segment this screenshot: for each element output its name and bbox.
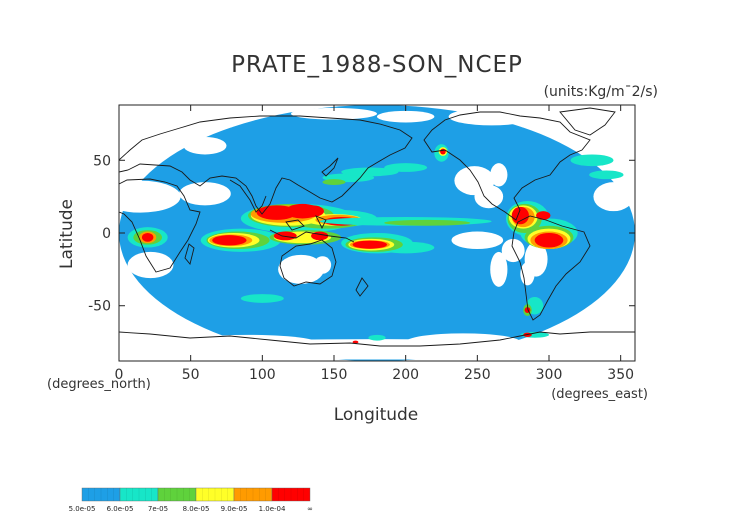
units-label: (units:Kg/m¯2/s): [544, 84, 658, 100]
y-tick-label: 0: [102, 226, 111, 242]
y-tick-label: -50: [88, 299, 111, 315]
precipitation-field: [119, 105, 635, 361]
coastline-japan: [321, 157, 339, 177]
coastline-indonesia: [269, 215, 355, 243]
colorbar: 5.0e-05 6.0e-05 7e-05 8.0e-05 9.0e-05 1.0e-04…: [69, 487, 313, 513]
field-dry-arctic: [183, 137, 227, 155]
field-north-pacific-storm-track: [384, 163, 428, 172]
coastlines: [119, 107, 635, 347]
field-dry-north-america: [474, 185, 504, 209]
x-tick-label: 250: [464, 367, 491, 383]
coastline-greenland: [559, 107, 616, 136]
x-tick-label: 50: [182, 367, 200, 383]
colorbar-level-label: 5.0e-05: [69, 505, 96, 513]
field-africa-convection: [141, 233, 154, 242]
field-dry-north-america: [490, 163, 508, 187]
field-indian-ocean-band: [212, 235, 247, 246]
coastline-madagascar: [184, 243, 195, 265]
field-dry-arctic: [377, 110, 435, 123]
field-itcz-pacific: [384, 219, 471, 226]
colorbar-level-label: 7e-05: [148, 505, 168, 513]
chart-title: PRATE_1988-SON_NCEP: [231, 52, 523, 78]
colorbar-level-label: ∞: [307, 505, 313, 513]
field-dry-sahara: [179, 182, 231, 206]
field-west-pacific-warm-pool: [301, 205, 324, 218]
x-tick-label: 300: [536, 367, 563, 383]
field-dry-south-africa: [127, 251, 174, 279]
field-dry-sahara: [119, 180, 181, 213]
field-north-atlantic-storm-track: [589, 170, 624, 180]
field-north-pacific-storm-track: [341, 167, 399, 177]
colorbar-level-label: 8.0e-05: [183, 505, 210, 513]
field-dry-australia: [313, 256, 332, 274]
y-unit-label: (degrees_north): [47, 377, 151, 392]
x-unit-label: (degrees_east): [551, 387, 648, 402]
field-dry-sahara: [119, 177, 131, 207]
field-dry-andes: [501, 238, 525, 263]
coastline-eurasia: [119, 115, 413, 215]
x-axis-label: Longitude: [334, 405, 419, 425]
field-dry-arctic: [119, 109, 248, 124]
field-dry-arctic: [448, 107, 535, 126]
x-axis-ticks: 0 50 100 150 200 250 300 350: [115, 105, 634, 383]
field-southern-storm-track: [240, 294, 284, 303]
coastline-antarctica: [119, 331, 635, 347]
field-central-america-atlantic: [534, 233, 564, 248]
y-tick-label: 50: [93, 153, 111, 169]
field-dry-antarctic: [176, 334, 320, 353]
field-dry-sahara: [593, 182, 634, 212]
colorbar-level-label: 1.0e-04: [259, 505, 286, 513]
x-tick-label: 100: [249, 367, 276, 383]
coastline-africa: [119, 178, 201, 273]
field-dry-antarctic: [405, 333, 521, 351]
colorbar-level-label: 6.0e-05: [107, 505, 134, 513]
x-tick-label: 0: [115, 367, 124, 383]
field-central-america-atlantic: [511, 206, 529, 225]
field-maritime-continent: [273, 231, 297, 241]
field-antarctic-coast: [352, 340, 359, 344]
x-tick-label: 200: [392, 367, 419, 383]
field-north-pacific-storm-track: [322, 179, 346, 185]
y-axis-ticks: -50 0 50: [88, 153, 635, 315]
colorbar-level-label: 9.0e-05: [221, 505, 248, 513]
field-dry-australia: [278, 254, 324, 284]
x-tick-label: 350: [607, 367, 634, 383]
field-antarctic-coast: [368, 334, 386, 341]
field-central-america-atlantic: [536, 211, 551, 220]
coastline-australia: [279, 239, 337, 287]
field-gulf-of-alaska-coast: [440, 148, 446, 155]
coastline-north-america: [423, 111, 591, 221]
field-dry-east-pacific: [490, 251, 508, 287]
coastline-india: [229, 179, 267, 213]
coastline-new-zealand: [355, 277, 369, 297]
coastline-south-america: [511, 215, 591, 321]
field-south-pacific-convergence-zone: [352, 240, 388, 249]
field-north-atlantic-storm-track: [570, 154, 614, 167]
colorbar-swatch: [271, 487, 311, 502]
x-tick-label: 150: [321, 367, 348, 383]
y-axis-label: Latitude: [57, 199, 77, 269]
field-dry-east-pacific: [451, 231, 504, 249]
